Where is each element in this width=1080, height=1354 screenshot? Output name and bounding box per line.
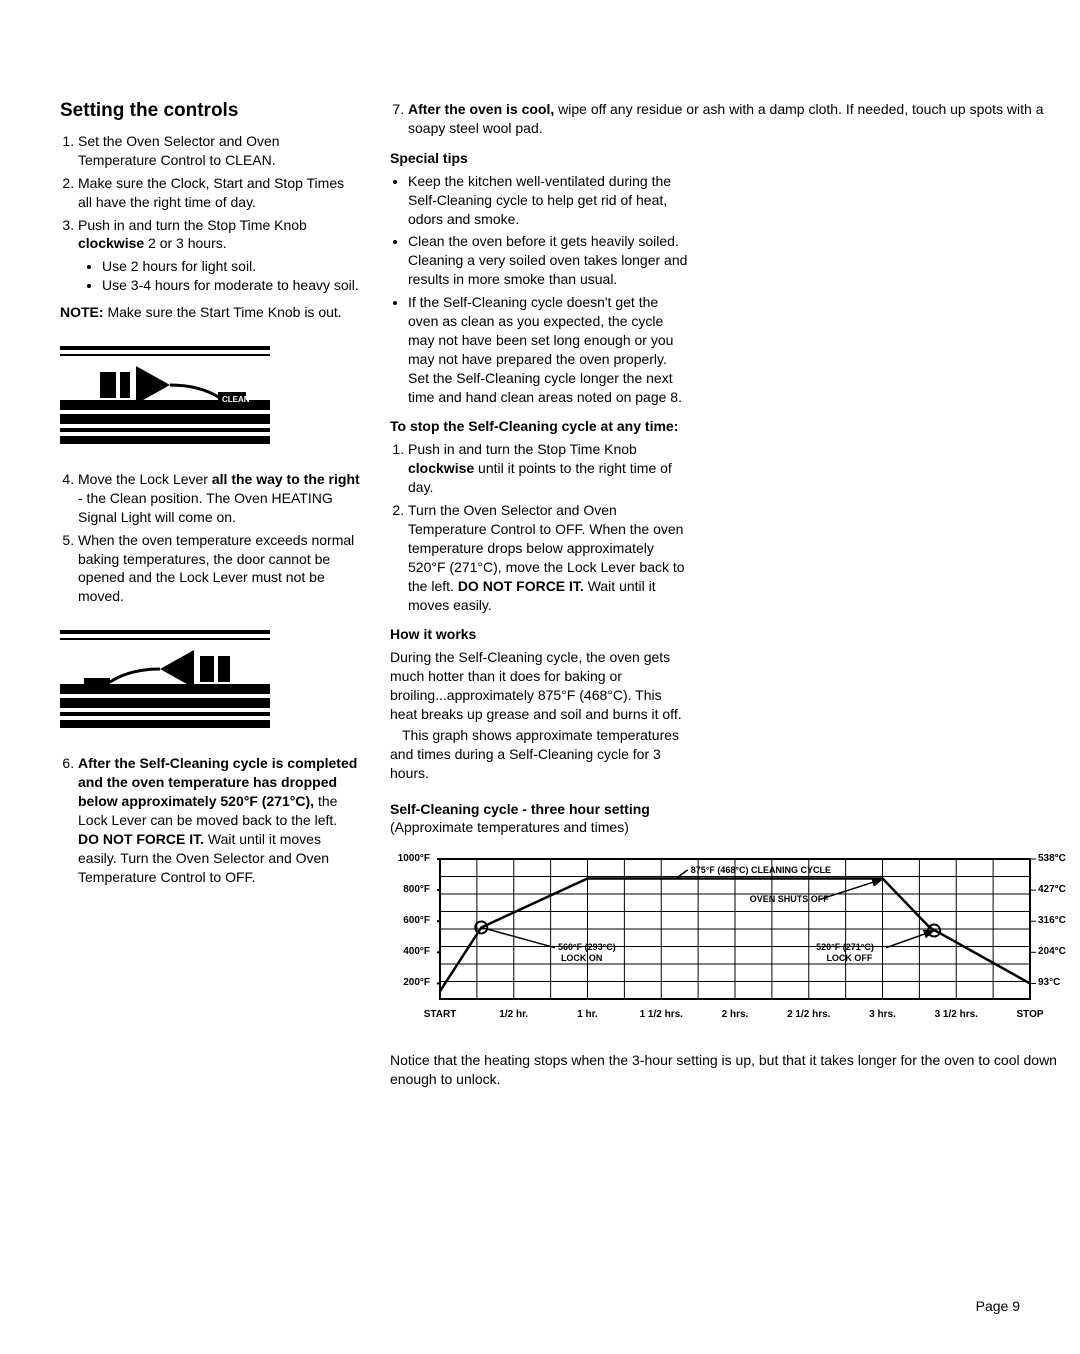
chart-section: Self-Cleaning cycle - three hour setting… [390,801,1080,1089]
page-number: Page 9 [976,1298,1020,1314]
left-column: Setting the controls Set the Oven Select… [60,100,360,1089]
step-5: When the oven temperature exceeds normal… [78,531,360,607]
stop-cycle-steps: Push in and turn the Stop Time Knob cloc… [390,440,690,614]
x-axis-label: STOP [1016,1009,1043,1020]
chart-annotation: LOCK OFF [826,953,872,963]
y-axis-left-label: 600°F [390,915,430,926]
svg-text:CLEAN: CLEAN [222,395,250,404]
chart-annotation: 560°F (293°C) [558,942,616,952]
steps-list-3: After the Self-Cleaning cycle is complet… [60,754,360,886]
step-6: After the Self-Cleaning cycle is complet… [78,754,360,886]
temperature-chart: 1000°F 800°F 600°F 400°F 200°F 538°C 427°C 316°… [390,849,1080,1039]
chart-annotation: 875°F (468°C) CLEANING CYCLE [691,865,831,875]
y-axis-right-label: 538°C [1038,853,1066,864]
y-axis-left-label: 200°F [390,977,430,988]
stop-cycle-heading: To stop the Self-Cleaning cycle at any t… [390,418,690,434]
chart-annotation: LOCK ON [561,953,603,963]
special-tips-list: Keep the kitchen well-ventilated during … [390,172,690,407]
chart-title: Self-Cleaning cycle - three hour setting [390,801,1080,817]
how-it-works-heading: How it works [390,626,690,642]
chart-annotation: OVEN SHUTS OFF [750,894,829,904]
x-axis-label: 1 1/2 hrs. [640,1009,683,1020]
step-2: Make sure the Clock, Start and Stop Time… [78,174,360,212]
steps-list-4: After the oven is cool, wipe off any res… [390,100,1080,138]
chart-caption: Notice that the heating stops when the 3… [390,1051,1080,1089]
chart-annotation: 520°F (271°C) [816,942,874,952]
y-axis-left-label: 1000°F [390,853,430,864]
how-p2: This graph shows approximate temperature… [390,726,690,783]
x-axis-label: 2 hrs. [722,1009,749,1020]
y-axis-right-label: 427°C [1038,884,1066,895]
illustration-lever-right: CLEAN [60,336,360,456]
illustration-lever-left [60,620,360,740]
y-axis-right-label: 93°C [1038,977,1060,988]
heading-setting-controls: Setting the controls [60,100,360,122]
x-axis-label: START [424,1009,457,1020]
chart-subtitle: (Approximate temperatures and times) [390,819,1080,835]
x-axis-label: 3 1/2 hrs. [935,1009,978,1020]
note-start-time: NOTE: Make sure the Start Time Knob is o… [60,303,360,322]
x-axis-label: 3 hrs. [869,1009,896,1020]
step-3-sub: Use 2 hours for light soil. Use 3-4 hour… [78,257,360,295]
y-axis-right-label: 204°C [1038,946,1066,957]
step-4: Move the Lock Lever all the way to the r… [78,470,360,527]
y-axis-right-label: 316°C [1038,915,1066,926]
x-axis-label: 1 hr. [577,1009,598,1020]
steps-list-2: Move the Lock Lever all the way to the r… [60,470,360,606]
special-tips-heading: Special tips [390,150,690,166]
steps-list-1: Set the Oven Selector and Oven Temperatu… [60,132,360,295]
step-3: Push in and turn the Stop Time Knob cloc… [78,216,360,296]
step-1: Set the Oven Selector and Oven Temperatu… [78,132,360,170]
step-7: After the oven is cool, wipe off any res… [408,100,1080,138]
how-p1: During the Self-Cleaning cycle, the oven… [390,648,690,724]
x-axis-label: 1/2 hr. [499,1009,528,1020]
y-axis-left-label: 800°F [390,884,430,895]
right-column: After the oven is cool, wipe off any res… [390,100,1080,1089]
y-axis-left-label: 400°F [390,946,430,957]
x-axis-label: 2 1/2 hrs. [787,1009,830,1020]
